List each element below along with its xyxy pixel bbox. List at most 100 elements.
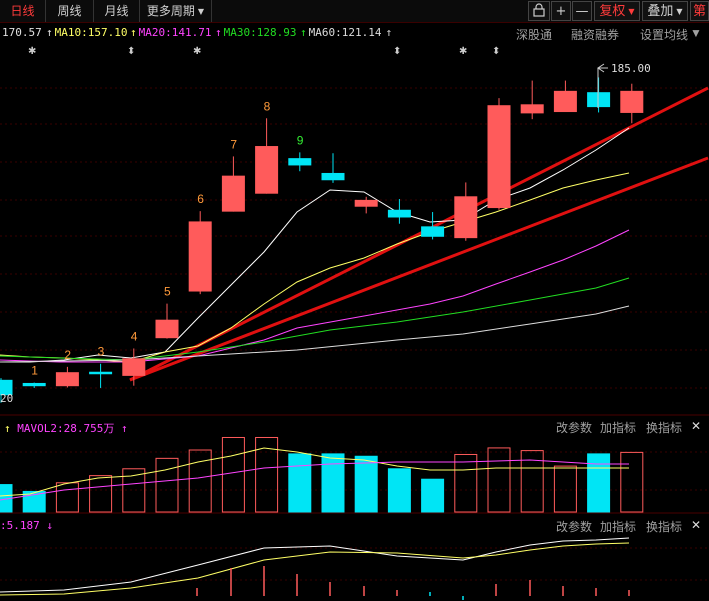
volume-bar <box>255 436 279 513</box>
more-button[interactable]: 第 <box>690 1 709 21</box>
macd-dea-line <box>0 542 630 596</box>
lock-button[interactable] <box>528 1 550 21</box>
candle <box>520 80 544 120</box>
tab-more-periods[interactable]: 更多周期 ▼ <box>140 0 212 22</box>
volume-bar <box>587 453 611 513</box>
ma30-line <box>0 277 630 361</box>
volume-ma10-line <box>0 459 629 501</box>
count-label: 9 <box>297 133 304 147</box>
zoom-out-button[interactable]: — <box>572 1 592 21</box>
candle <box>255 118 279 194</box>
candle <box>387 199 411 224</box>
volume-close-button[interactable]: ✕ <box>691 419 702 433</box>
candle-body <box>520 104 544 114</box>
candle-body <box>0 379 13 396</box>
link-shenzhen-connect[interactable]: 深股通 <box>516 28 553 42</box>
arrow-up-icon: ↑ <box>46 26 53 39</box>
arrow-up-icon: ↑ <box>114 422 128 435</box>
tab-daily[interactable]: 日线 <box>0 0 46 22</box>
candle <box>188 211 212 295</box>
volume-bar <box>55 482 79 513</box>
volume-bar <box>354 455 378 513</box>
candle <box>620 83 644 124</box>
more-periods-label: 更多周期 <box>146 4 195 18</box>
macd-change-params-button[interactable]: 改参数 <box>556 520 593 534</box>
volume-bar <box>89 475 113 513</box>
arrow-up-icon: ↑ <box>4 422 18 435</box>
candle <box>22 382 46 388</box>
tab-weekly[interactable]: 周线 <box>46 0 94 22</box>
volume-bar <box>221 436 245 513</box>
link-margin-trading[interactable]: 融资融券 <box>571 28 620 42</box>
candle-body <box>288 158 312 166</box>
link-ma-settings[interactable]: 设置均线 <box>640 28 689 42</box>
candle <box>487 98 511 210</box>
arrow-left-icon <box>597 63 605 73</box>
candle <box>155 303 179 339</box>
ma60-line <box>0 305 630 363</box>
candle-body <box>255 146 279 194</box>
candle-body <box>354 199 378 207</box>
ma-settings-caret-icon[interactable]: ▼ <box>690 26 702 40</box>
trend-line-shallow <box>129 156 709 382</box>
ma10-legend: ↑ MA10:157.10 <box>46 26 128 39</box>
macd-dif-line <box>0 537 630 593</box>
macd-close-button[interactable]: ✕ <box>691 518 702 532</box>
macd-add-indicator-button[interactable]: 加指标 <box>600 520 637 534</box>
event-marker-icon[interactable]: ✱ <box>28 46 36 57</box>
event-marker-icon[interactable]: ✱ <box>459 46 467 57</box>
candle-body <box>454 196 478 239</box>
candle <box>421 212 445 240</box>
candle-body <box>22 382 46 387</box>
macd-switch-indicator-button[interactable]: 换指标 <box>646 520 683 534</box>
volume-change-params-button[interactable]: 改参数 <box>556 421 593 435</box>
candle <box>221 156 245 212</box>
ma5-line <box>0 127 630 363</box>
candle-body <box>487 105 511 209</box>
arrow-up-icon: ↑ <box>130 26 137 39</box>
volume-bars <box>0 436 644 513</box>
candle <box>454 182 478 241</box>
volume-ma-lines <box>0 447 629 501</box>
high-price-annotation: 185.00 <box>597 62 651 108</box>
arrow-up-icon: ↑ <box>385 26 393 39</box>
event-marker-icon[interactable]: ⬍ <box>127 46 135 57</box>
event-marker-icon[interactable]: ✱ <box>193 46 201 57</box>
candle-body <box>89 371 113 375</box>
count-label: 7 <box>230 137 237 151</box>
overlay-button[interactable]: 叠加 ▼ <box>642 1 688 21</box>
candle <box>321 153 345 183</box>
volume-bar <box>454 453 478 513</box>
sequence-count-labels: 1 2 3 4 5 6 7 8 9 <box>31 99 304 377</box>
volume-ma5-line <box>0 447 629 497</box>
event-marker-icon[interactable]: ⬍ <box>393 46 401 57</box>
ma-legend: 170.57 ↑ MA10:157.10 ↑ MA20:141.71 ↑ MA30:1… <box>0 24 709 42</box>
ma5-value: 170.57 <box>2 26 42 39</box>
ma30-legend: ↑ MA30:128.93 <box>215 26 297 39</box>
volume-bar <box>321 453 345 513</box>
macd-panel-plot <box>0 537 630 600</box>
candle-body <box>553 90 577 113</box>
candle <box>0 378 13 403</box>
candle <box>553 80 577 113</box>
tab-monthly[interactable]: 月线 <box>94 0 140 22</box>
volume-bar <box>553 465 577 513</box>
volume-bar <box>387 468 411 513</box>
volume-bar <box>188 449 212 513</box>
candle-body <box>321 172 345 181</box>
event-marker-icon[interactable]: ⬍ <box>492 46 500 57</box>
trend-line-steep <box>129 86 709 382</box>
ma10-line <box>0 172 630 363</box>
candle-body <box>155 319 179 339</box>
event-markers: ✱ ⬍ ✱ ⬍ ✱ ⬍ <box>28 46 500 57</box>
lock-icon <box>533 3 545 17</box>
count-label: 5 <box>164 285 171 299</box>
moving-average-lines <box>0 127 630 363</box>
volume-add-indicator-button[interactable]: 加指标 <box>600 421 637 435</box>
adjust-button[interactable]: 复权 ▼ <box>594 1 640 21</box>
volume-switch-indicator-button[interactable]: 换指标 <box>646 421 683 435</box>
candle-body <box>188 221 212 292</box>
zoom-in-button[interactable]: + <box>551 1 571 21</box>
candle-body <box>55 372 79 387</box>
